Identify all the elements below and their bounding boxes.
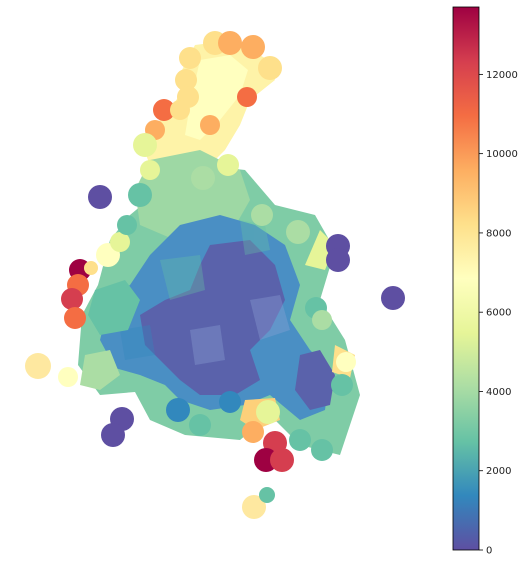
region-dense-core bbox=[140, 240, 285, 395]
colorbar-tick-label: 10000 bbox=[486, 149, 518, 160]
colorbar: 0 2000 4000 6000 8000 10000 12000 bbox=[452, 6, 518, 557]
colorbar-ticks: 0 2000 4000 6000 8000 10000 12000 bbox=[479, 70, 518, 557]
region-east-core bbox=[295, 350, 335, 410]
colorbar-tick-label: 2000 bbox=[486, 466, 511, 477]
colorbar-tick-label: 8000 bbox=[486, 228, 511, 239]
colorbar-tick-label: 4000 bbox=[486, 387, 511, 398]
colorbar-gradient bbox=[452, 6, 480, 551]
region-southwest-lobe bbox=[80, 350, 120, 390]
region-west-lobe bbox=[88, 280, 140, 335]
colorbar-tick-label: 6000 bbox=[486, 308, 511, 319]
colorbar-tick-label: 0 bbox=[486, 546, 492, 557]
region-north-core bbox=[185, 55, 248, 140]
buffer-zones bbox=[25, 31, 405, 519]
colorbar-tick-label: 12000 bbox=[486, 70, 518, 81]
